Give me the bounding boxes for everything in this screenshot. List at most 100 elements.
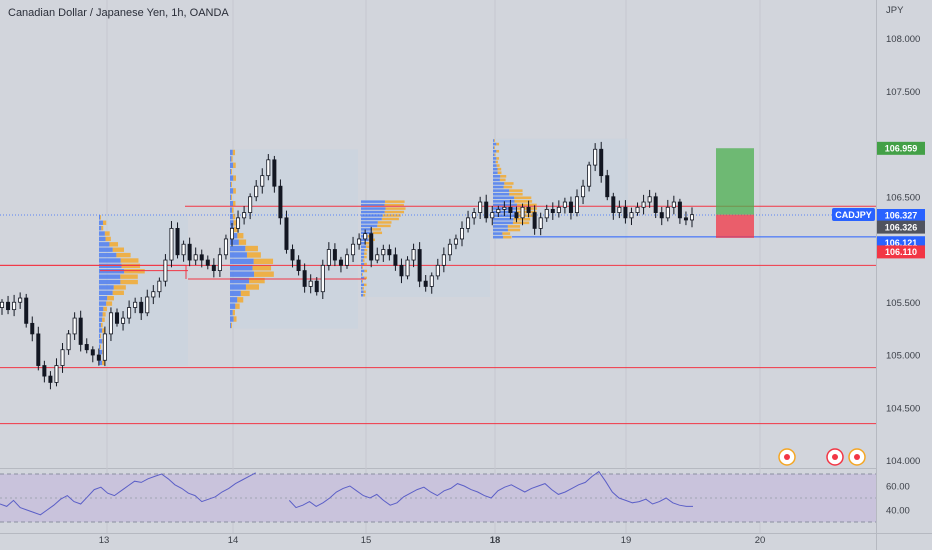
volume-profile-bar (230, 303, 236, 309)
volume-profile-bar (493, 185, 504, 189)
candle-body (326, 249, 331, 266)
candle-body (314, 280, 319, 293)
candle-body (96, 354, 101, 361)
candle-body (242, 212, 247, 219)
x-tick-label: 15 (361, 535, 372, 546)
candle-body (629, 212, 634, 219)
volume-profile-bar (120, 274, 138, 279)
volume-profile-bar (105, 236, 111, 242)
candle-body (453, 238, 458, 245)
volume-profile-bar (230, 156, 232, 162)
volume-profile-bar (364, 276, 367, 280)
volume-profile-bar (254, 271, 274, 277)
volume-profile-bar (493, 232, 503, 235)
volume-profile-bar (494, 139, 495, 142)
candle-body (266, 159, 271, 177)
volume-profile-bar (232, 201, 236, 207)
y-tick-label: 104.500 (886, 403, 920, 414)
volume-profile-bar (500, 175, 507, 178)
volume-profile-bar (100, 333, 101, 339)
volume-profile-bar (230, 168, 232, 175)
volume-profile-bar (361, 283, 365, 287)
candle-body (587, 164, 592, 187)
volume-profile-bar (493, 189, 510, 192)
candle-body (641, 201, 646, 208)
x-tick-label: 18 (490, 535, 501, 546)
candle-body (302, 270, 307, 287)
event-markers[interactable] (778, 448, 866, 466)
candle-body (562, 201, 567, 208)
candle-body (599, 148, 604, 177)
volume-profile-bar (233, 175, 236, 181)
volume-profile-bar (509, 192, 523, 196)
volume-profile-bar (493, 217, 514, 221)
volume-profile-bar (102, 220, 107, 225)
volume-profile-bar (234, 226, 238, 233)
volume-profile-bar (124, 269, 145, 274)
volume-profile-bar (361, 266, 363, 269)
candle-body (90, 349, 95, 356)
volume-profile-bar (493, 167, 498, 171)
rsi-tick-label: 60.00 (886, 482, 910, 493)
candle-body (623, 206, 628, 219)
volume-profile-bar (496, 157, 500, 160)
volume-profile-bar (497, 171, 502, 175)
volume-profile-bar (102, 328, 105, 333)
volume-profile-bar (99, 242, 110, 247)
candle-body (108, 312, 113, 335)
volume-profile-bar (112, 290, 124, 296)
y-tick-label: 108.000 (886, 34, 920, 45)
volume-profile-bar (493, 228, 508, 232)
economic-event-icon[interactable] (826, 448, 844, 466)
volume-profile-bar (364, 283, 367, 287)
volume-profile-bar (99, 301, 107, 306)
volume-profile-bar (503, 235, 512, 239)
volume-profile-bar (361, 273, 363, 276)
volume-profile-bar (362, 259, 365, 262)
volume-profile-bar (252, 265, 272, 271)
volume-profile-bar (361, 214, 383, 217)
volume-profile-bar (232, 213, 236, 220)
volume-profile-bar (493, 235, 504, 239)
candle-body (320, 264, 325, 293)
long-position-tool[interactable] (716, 148, 754, 238)
candle-body (193, 254, 198, 261)
currency-label: JPY (886, 5, 904, 16)
candle-body (272, 159, 277, 187)
volume-profile-bar (493, 171, 498, 175)
volume-profile-bar (233, 188, 236, 194)
volume-profile-bar (363, 290, 366, 294)
volume-profile-bar (230, 181, 232, 188)
candle-body (683, 217, 688, 221)
volume-profile-bar (493, 175, 501, 178)
volume-profile-bar (99, 322, 102, 328)
candle-body (139, 301, 144, 314)
candle-body (102, 333, 107, 361)
candle-body (351, 243, 356, 256)
economic-event-icon[interactable] (848, 448, 866, 466)
volume-profile-bar (99, 252, 117, 258)
volume-profile-bar (361, 231, 373, 235)
volume-profile-bar (99, 215, 101, 220)
economic-event-icon[interactable] (778, 448, 796, 466)
candle-body (435, 264, 440, 277)
candle-body (405, 259, 410, 277)
volume-profile-bar (361, 255, 365, 259)
volume-profile-bar (493, 221, 513, 225)
candle-body (375, 254, 380, 261)
volume-profile-bar (493, 192, 510, 196)
volume-profile-bar (233, 316, 237, 322)
volume-profile-bar (99, 220, 103, 225)
volume-profile-bar (230, 290, 241, 297)
candle-body (677, 201, 682, 219)
volume-profile-bar (99, 296, 108, 301)
volume-profile-bar (514, 200, 533, 203)
price-tag-label: 106.327 (885, 210, 918, 220)
candle-body (593, 148, 598, 166)
volume-profile-bar (99, 231, 105, 236)
volume-profile-bar (364, 248, 368, 252)
candle-body (30, 322, 35, 335)
volume-profile-bar (231, 156, 233, 162)
candle-body (169, 227, 174, 261)
candle-body (357, 238, 362, 245)
